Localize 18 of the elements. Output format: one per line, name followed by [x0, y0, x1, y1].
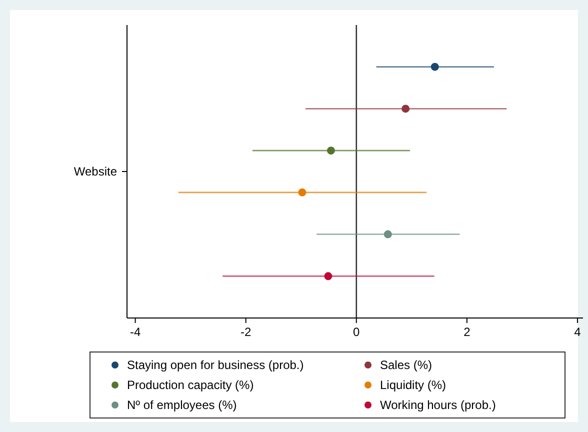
x-tick-label: 2 — [464, 325, 471, 339]
legend-label: Staying open for business (prob.) — [127, 358, 304, 372]
point — [402, 104, 410, 113]
text: Website — [74, 164, 118, 178]
x-tick-label: -4 — [130, 325, 141, 339]
legend-label: Liquidity (%) — [380, 378, 446, 392]
legend-label: Production capacity (%) — [127, 378, 254, 392]
x-tick-label: 0 — [353, 325, 360, 339]
x-tick-label: -2 — [240, 325, 252, 339]
x-tick-label: 4 — [574, 325, 582, 339]
legend-label: Working hours (prob.) — [380, 398, 496, 412]
point — [384, 230, 392, 238]
legend-label: Nº of employees (%) — [127, 398, 237, 412]
point — [430, 62, 439, 71]
legend-label: Sales (%) — [380, 358, 432, 372]
point — [324, 272, 332, 280]
point — [298, 188, 306, 196]
point — [326, 146, 335, 155]
